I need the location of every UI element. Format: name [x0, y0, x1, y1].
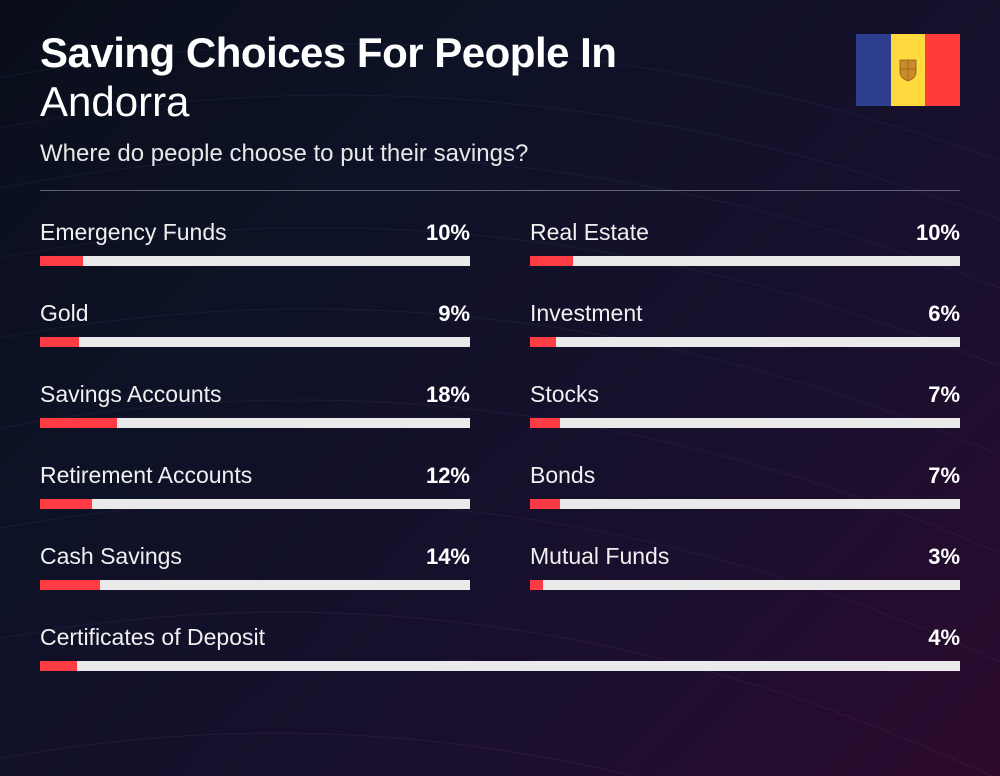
bar-label: Bonds [530, 462, 595, 489]
bar-item: Emergency Funds 10% [40, 219, 470, 266]
bar-item: Cash Savings 14% [40, 543, 470, 590]
bar-item-head: Retirement Accounts 12% [40, 462, 470, 489]
bar-item: Certificates of Deposit 4% [40, 624, 960, 671]
bar-track [530, 256, 960, 266]
bar-value: 6% [928, 301, 960, 327]
bar-label: Stocks [530, 381, 599, 408]
bar-item-head: Emergency Funds 10% [40, 219, 470, 246]
bar-label: Emergency Funds [40, 219, 227, 246]
bar-fill [40, 337, 79, 347]
bar-value: 3% [928, 544, 960, 570]
bar-value: 14% [426, 544, 470, 570]
bar-item-head: Real Estate 10% [530, 219, 960, 246]
bar-value: 7% [928, 463, 960, 489]
subtitle: Where do people choose to put their savi… [40, 140, 856, 168]
bar-track [530, 499, 960, 509]
bar-item: Retirement Accounts 12% [40, 462, 470, 509]
bar-item: Investment 6% [530, 300, 960, 347]
country-name: Andorra [40, 78, 856, 126]
bar-item-head: Gold 9% [40, 300, 470, 327]
bar-label: Savings Accounts [40, 381, 222, 408]
bar-label: Real Estate [530, 219, 649, 246]
bar-item: Bonds 7% [530, 462, 960, 509]
bar-track [530, 580, 960, 590]
flag-stripe-blue [856, 34, 891, 106]
bar-label: Gold [40, 300, 89, 327]
header: Saving Choices For People In Andorra Whe… [40, 30, 960, 168]
bar-track [40, 661, 960, 671]
bar-value: 10% [916, 220, 960, 246]
bar-track [40, 337, 470, 347]
bar-item-head: Stocks 7% [530, 381, 960, 408]
bar-fill [530, 337, 556, 347]
bar-value: 12% [426, 463, 470, 489]
bar-track [530, 418, 960, 428]
bar-fill [40, 499, 92, 509]
bar-fill [40, 580, 100, 590]
bar-track [40, 418, 470, 428]
page-title: Saving Choices For People In [40, 30, 856, 76]
bar-label: Mutual Funds [530, 543, 669, 570]
bar-item: Savings Accounts 18% [40, 381, 470, 428]
bar-item-head: Bonds 7% [530, 462, 960, 489]
bar-track [40, 580, 470, 590]
bar-value: 4% [928, 625, 960, 651]
bars-grid: Emergency Funds 10% Real Estate 10% Gold 9% In… [40, 219, 960, 671]
bar-value: 18% [426, 382, 470, 408]
bar-fill [530, 256, 573, 266]
bar-item: Mutual Funds 3% [530, 543, 960, 590]
bar-fill [530, 418, 560, 428]
andorra-flag-icon [856, 34, 960, 106]
bar-label: Investment [530, 300, 643, 327]
bar-value: 7% [928, 382, 960, 408]
bar-fill [530, 580, 543, 590]
bar-label: Retirement Accounts [40, 462, 252, 489]
bar-value: 9% [438, 301, 470, 327]
bar-track [40, 499, 470, 509]
bar-fill [40, 256, 83, 266]
bar-fill [40, 661, 77, 671]
bar-item: Real Estate 10% [530, 219, 960, 266]
bar-value: 10% [426, 220, 470, 246]
divider [40, 190, 960, 191]
bar-track [530, 337, 960, 347]
bar-item-head: Certificates of Deposit 4% [40, 624, 960, 651]
flag-stripe-red [925, 34, 960, 106]
bar-fill [40, 418, 117, 428]
bar-item-head: Cash Savings 14% [40, 543, 470, 570]
bar-item-head: Mutual Funds 3% [530, 543, 960, 570]
bar-label: Cash Savings [40, 543, 182, 570]
bar-fill [530, 499, 560, 509]
bar-item: Gold 9% [40, 300, 470, 347]
bar-item-head: Savings Accounts 18% [40, 381, 470, 408]
bar-item-head: Investment 6% [530, 300, 960, 327]
flag-emblem-icon [898, 58, 918, 82]
bar-item: Stocks 7% [530, 381, 960, 428]
bar-label: Certificates of Deposit [40, 624, 265, 651]
bar-track [40, 256, 470, 266]
